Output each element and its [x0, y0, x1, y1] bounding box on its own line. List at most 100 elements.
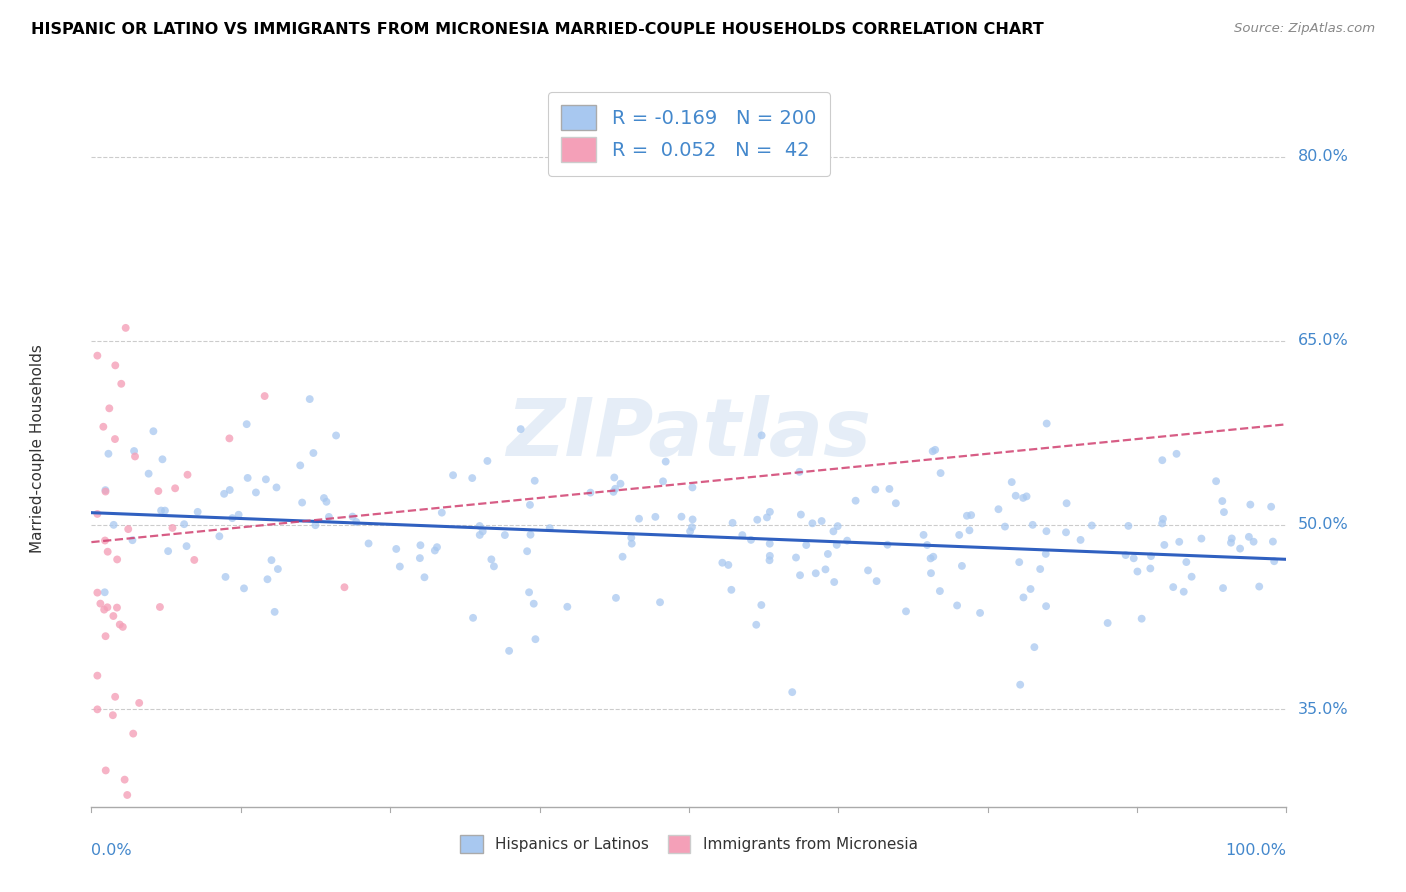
Point	[1126, 565, 1149, 579]
Point	[114, 321, 136, 335]
Point	[187, 505, 209, 519]
Point	[1152, 516, 1174, 531]
Point	[218, 431, 240, 445]
Point	[884, 496, 907, 510]
Point	[441, 468, 464, 483]
Point	[679, 524, 702, 539]
Point	[93, 419, 114, 434]
Point	[959, 524, 981, 538]
Point	[86, 668, 108, 682]
Point	[603, 470, 626, 484]
Point	[86, 702, 108, 716]
Point	[1001, 475, 1024, 489]
Point	[302, 446, 325, 460]
Point	[409, 551, 432, 566]
Point	[94, 629, 117, 643]
Point	[671, 509, 693, 524]
Point	[1012, 491, 1035, 505]
Point	[138, 467, 160, 481]
Point	[681, 480, 703, 494]
Point	[1212, 581, 1234, 595]
Point	[1220, 535, 1243, 549]
Point	[1010, 678, 1032, 692]
Point	[1211, 494, 1233, 508]
Point	[212, 487, 235, 501]
Point	[471, 524, 494, 539]
Point	[605, 482, 627, 496]
Point	[620, 531, 643, 545]
Point	[479, 552, 502, 566]
Point	[920, 551, 942, 566]
Point	[717, 558, 740, 572]
Point	[711, 556, 734, 570]
Point	[86, 585, 108, 599]
Point	[291, 495, 314, 509]
Point	[749, 598, 772, 612]
Point	[755, 510, 778, 524]
Point	[1261, 534, 1284, 549]
Point	[652, 475, 675, 489]
Point	[876, 538, 898, 552]
Point	[751, 428, 773, 442]
Point	[1035, 417, 1057, 431]
Point	[1166, 447, 1188, 461]
Point	[1220, 532, 1243, 546]
Point	[165, 481, 187, 495]
Point	[1015, 489, 1038, 503]
Point	[142, 424, 165, 438]
Point	[555, 599, 578, 614]
Point	[720, 582, 742, 597]
Point	[176, 539, 198, 553]
Point	[960, 508, 983, 522]
Point	[894, 604, 917, 618]
Point	[922, 549, 945, 564]
Point	[950, 558, 973, 573]
Point	[260, 553, 283, 567]
Point	[228, 508, 250, 522]
Point	[740, 533, 762, 547]
Point	[388, 559, 411, 574]
Point	[105, 600, 128, 615]
Point	[523, 597, 546, 611]
Point	[789, 568, 811, 582]
Point	[233, 582, 256, 596]
Point	[89, 597, 111, 611]
Text: Married-couple Households: Married-couple Households	[30, 343, 45, 553]
Point	[1260, 500, 1282, 514]
Point	[609, 476, 631, 491]
Point	[245, 485, 267, 500]
Point	[1168, 534, 1191, 549]
Point	[1070, 533, 1092, 547]
Point	[117, 522, 139, 536]
Point	[1152, 512, 1174, 526]
Point	[1152, 453, 1174, 467]
Point	[103, 517, 125, 532]
Point	[517, 585, 540, 599]
Point	[157, 544, 180, 558]
Point	[468, 528, 491, 542]
Point	[1021, 517, 1043, 532]
Point	[111, 620, 134, 634]
Point	[605, 591, 627, 605]
Point	[1213, 505, 1236, 519]
Point	[409, 538, 432, 552]
Point	[218, 483, 240, 497]
Point	[176, 467, 198, 482]
Point	[1139, 561, 1161, 575]
Point	[810, 514, 832, 528]
Point	[357, 536, 380, 550]
Point	[928, 584, 950, 599]
Point	[823, 574, 845, 589]
Point	[97, 447, 120, 461]
Point	[96, 600, 118, 615]
Point	[236, 471, 259, 485]
Point	[94, 764, 117, 778]
Point	[644, 509, 666, 524]
Point	[468, 519, 491, 533]
Point	[461, 471, 484, 485]
Point	[789, 465, 811, 479]
Point	[648, 595, 671, 609]
Point	[538, 521, 561, 535]
Point	[1118, 519, 1140, 533]
Point	[1161, 580, 1184, 594]
